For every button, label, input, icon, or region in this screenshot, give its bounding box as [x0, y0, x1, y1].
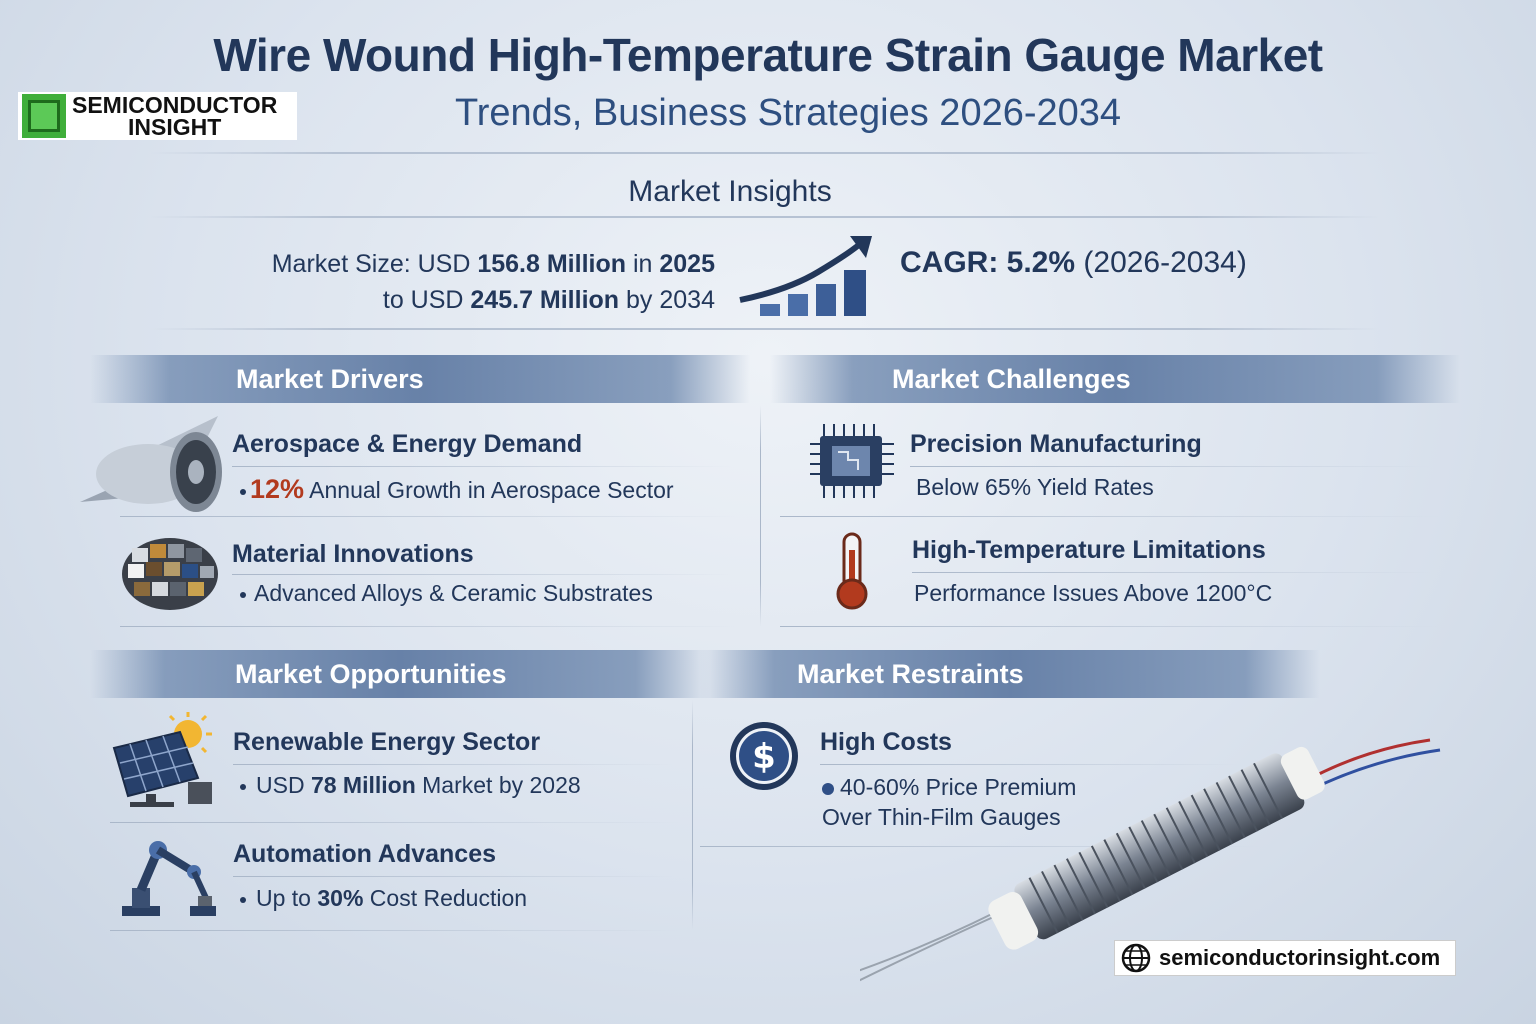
rule: [820, 764, 1240, 765]
rule: [120, 516, 740, 517]
column-divider: [692, 700, 693, 930]
challenges-band: Market Challenges: [770, 355, 1460, 403]
driver-2-detail: Advanced Alloys & Ceramic Substrates: [240, 580, 653, 607]
svg-text:$: $: [752, 737, 776, 777]
driver-1-title: Aerospace & Energy Demand: [232, 430, 583, 458]
restraint-1-detail: 40-60% Price Premium Over Thin-Film Gaug…: [822, 774, 1077, 830]
column-divider: [760, 405, 761, 627]
solar-panel-icon: [112, 712, 212, 807]
rule: [233, 764, 673, 765]
strain-gauge-illustration: [860, 738, 1441, 982]
challenge-2-title: High-Temperature Limitations: [912, 536, 1266, 564]
drivers-band: Market Drivers: [90, 355, 750, 403]
globe-icon: [1121, 943, 1151, 973]
cagr-text: CAGR: 5.2% (2026-2034): [900, 246, 1247, 279]
rule: [232, 466, 732, 467]
rule: [233, 876, 673, 877]
opportunities-band: Market Opportunities: [90, 650, 710, 698]
challenge-1-title: Precision Manufacturing: [910, 430, 1202, 458]
opportunity-2-title: Automation Advances: [233, 840, 497, 868]
rule: [110, 930, 680, 931]
divider: [150, 152, 1380, 154]
rule: [232, 574, 732, 575]
driver-2-title: Material Innovations: [232, 540, 474, 568]
opportunity-1-detail: USD 78 Million Market by 2028: [240, 772, 581, 799]
challenge-1-detail: Below 65% Yield Rates: [916, 474, 1154, 500]
rule: [120, 626, 740, 627]
page-title: Wire Wound High-Temperature Strain Gauge…: [213, 29, 1323, 81]
growth-chart-icon: [739, 236, 872, 316]
website-badge[interactable]: semiconductorinsight.com: [1114, 940, 1456, 976]
market-size-text: Market Size: USD 156.8 Million in 2025 t…: [271, 250, 715, 314]
challenge-2-detail: Performance Issues Above 1200°C: [914, 580, 1273, 606]
material-sphere-icon: [122, 538, 218, 610]
restraints-heading: Market Restraints: [797, 659, 1024, 689]
divider: [150, 216, 1380, 218]
chip-logo-icon: [22, 94, 66, 138]
opportunity-1-title: Renewable Energy Sector: [233, 728, 541, 756]
divider: [150, 328, 1380, 330]
rule: [700, 846, 1260, 847]
thermometer-icon: [836, 532, 868, 610]
logo-line-1: SEMICONDUCTOR: [72, 92, 278, 118]
dollar-icon: $: [730, 722, 798, 790]
driver-1-detail: 12% Annual Growth in Aerospace Sector: [240, 474, 674, 505]
website-url[interactable]: semiconductorinsight.com: [1159, 945, 1441, 970]
rule: [780, 626, 1440, 627]
jet-engine-icon: [80, 416, 222, 512]
page-subtitle: Trends, Business Strategies 2026-2034: [454, 92, 1122, 134]
chip-icon: [810, 424, 894, 498]
brand-logo: SEMICONDUCTOR INSIGHT: [18, 92, 297, 140]
logo-line-2: INSIGHT: [128, 114, 222, 140]
restraints-band: Market Restraints: [700, 650, 1320, 698]
insights-heading: Market Insights: [628, 175, 832, 208]
challenges-heading: Market Challenges: [892, 364, 1131, 394]
opportunities-heading: Market Opportunities: [235, 659, 507, 689]
opportunity-2-detail: Up to 30% Cost Reduction: [240, 885, 527, 912]
restraint-1-title: High Costs: [820, 728, 952, 756]
rule: [110, 822, 680, 823]
robot-arm-icon: [122, 841, 216, 916]
rule: [912, 572, 1432, 573]
rule: [780, 516, 1440, 517]
rule: [910, 466, 1430, 467]
drivers-heading: Market Drivers: [236, 364, 424, 394]
